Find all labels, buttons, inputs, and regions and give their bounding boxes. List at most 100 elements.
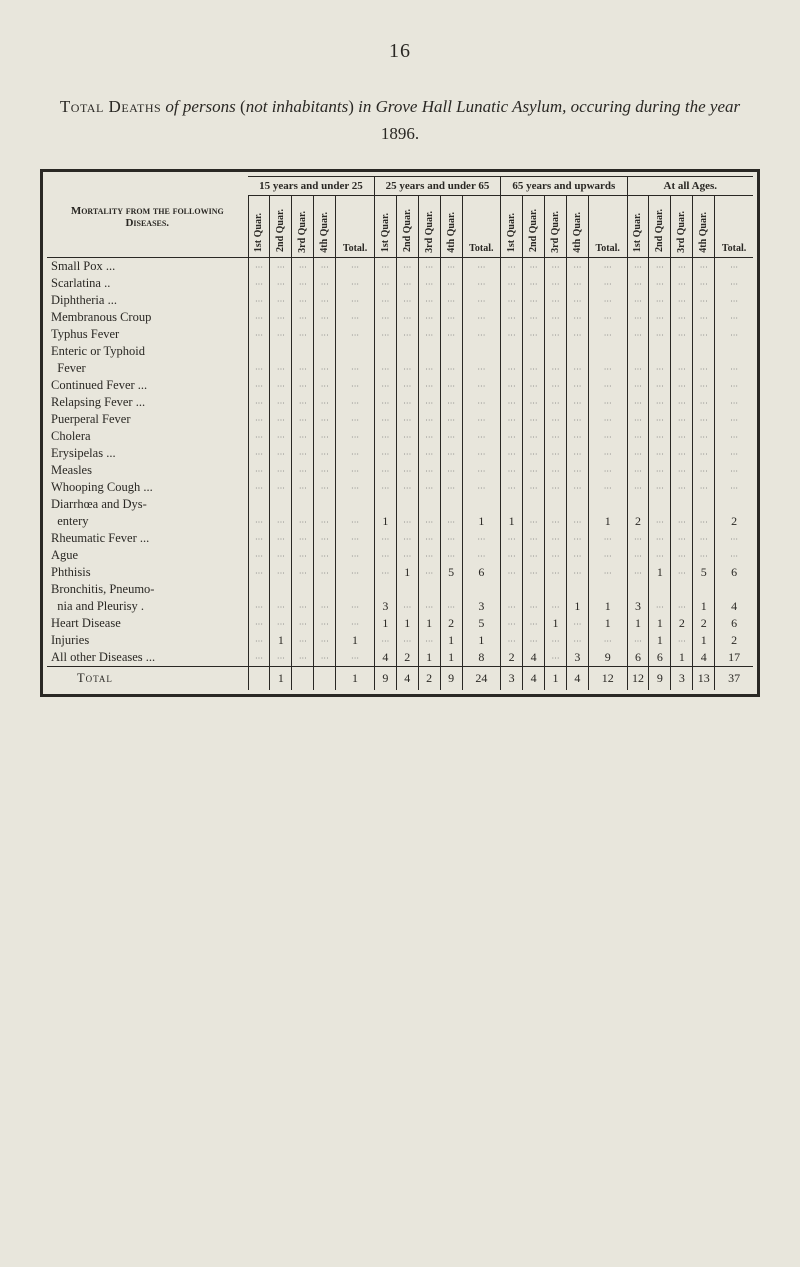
data-cell: ··· [396, 547, 418, 564]
data-cell: ··· [314, 360, 336, 377]
data-cell [336, 343, 375, 360]
data-cell: ··· [627, 292, 649, 309]
data-cell [292, 343, 314, 360]
total-cell [314, 667, 336, 691]
data-cell: ··· [270, 292, 292, 309]
data-cell: ··· [270, 462, 292, 479]
data-cell: 3 [627, 598, 649, 615]
total-cell: 4 [396, 667, 418, 691]
data-cell: 1 [649, 615, 671, 632]
data-cell: ··· [671, 377, 693, 394]
data-cell: ··· [440, 309, 462, 326]
data-cell: ··· [440, 360, 462, 377]
data-cell: ··· [418, 547, 440, 564]
data-cell [523, 343, 545, 360]
data-cell: ··· [440, 547, 462, 564]
data-cell: ··· [523, 360, 545, 377]
data-cell: ··· [248, 292, 270, 309]
data-cell [566, 496, 588, 513]
data-cell: ··· [671, 513, 693, 530]
rotated-label: 3rd Quar. [424, 209, 435, 255]
data-cell: ··· [501, 564, 523, 581]
total-cell: 9 [649, 667, 671, 691]
row-label: Cholera [47, 428, 248, 445]
data-cell: ··· [374, 394, 396, 411]
data-cell: ··· [336, 292, 375, 309]
data-cell: ··· [314, 326, 336, 343]
data-cell: ··· [462, 479, 501, 496]
data-cell: ··· [693, 530, 715, 547]
table-row: Measles·································… [47, 462, 753, 479]
data-cell: ··· [671, 428, 693, 445]
data-cell: ··· [501, 428, 523, 445]
table-row: Continued Fever ...·····················… [47, 377, 753, 394]
data-cell: ··· [545, 479, 567, 496]
data-cell [649, 496, 671, 513]
data-cell: ··· [292, 547, 314, 564]
data-cell: ··· [545, 547, 567, 564]
header-group-1: 25 years and under 65 [374, 177, 500, 196]
data-cell: ··· [693, 462, 715, 479]
data-cell: 1 [671, 649, 693, 667]
data-cell: ··· [566, 479, 588, 496]
data-cell: 2 [715, 632, 753, 649]
data-cell [462, 581, 501, 598]
data-cell: ··· [545, 564, 567, 581]
data-cell: ··· [418, 309, 440, 326]
header-sub-quarter: 4th Quar. [693, 196, 715, 258]
data-cell: 4 [523, 649, 545, 667]
data-cell: ··· [627, 275, 649, 292]
data-cell [314, 581, 336, 598]
data-cell: ··· [693, 275, 715, 292]
data-cell: ··· [336, 462, 375, 479]
data-cell: 6 [715, 564, 753, 581]
data-cell: 1 [588, 615, 627, 632]
data-cell [671, 581, 693, 598]
row-label: Enteric or Typhoid [47, 343, 248, 360]
data-cell: ··· [374, 411, 396, 428]
data-cell: ··· [270, 377, 292, 394]
data-cell: ··· [715, 360, 753, 377]
data-cell: ··· [440, 275, 462, 292]
data-cell: ··· [396, 445, 418, 462]
data-cell: ··· [649, 411, 671, 428]
data-cell: ··· [627, 445, 649, 462]
data-cell: ··· [649, 598, 671, 615]
data-cell: ··· [418, 513, 440, 530]
header-sub-quarter: 2nd Quar. [396, 196, 418, 258]
data-cell: ··· [440, 428, 462, 445]
data-cell: ··· [336, 326, 375, 343]
data-cell: 2 [715, 513, 753, 530]
data-cell [693, 496, 715, 513]
data-cell: ··· [588, 360, 627, 377]
row-label: Measles [47, 462, 248, 479]
data-cell: ··· [374, 326, 396, 343]
data-cell: ··· [649, 326, 671, 343]
data-cell: ··· [336, 513, 375, 530]
data-cell: ··· [649, 275, 671, 292]
table-row: Heart Disease···············11125······1… [47, 615, 753, 632]
data-cell: ··· [374, 275, 396, 292]
rotated-label: 3rd Quar. [297, 209, 308, 255]
total-cell: 12 [588, 667, 627, 691]
data-cell: ··· [270, 479, 292, 496]
title-year: 1896. [381, 124, 419, 143]
data-cell: ··· [440, 445, 462, 462]
table-row: Erysipelas ...··························… [47, 445, 753, 462]
data-cell: ··· [588, 479, 627, 496]
data-cell: ··· [566, 632, 588, 649]
data-cell: ··· [566, 547, 588, 564]
data-cell: 5 [462, 615, 501, 632]
data-cell [292, 496, 314, 513]
data-cell [396, 581, 418, 598]
data-cell: ··· [566, 275, 588, 292]
data-cell: ··· [715, 326, 753, 343]
data-cell: ··· [374, 309, 396, 326]
data-cell: ··· [627, 564, 649, 581]
data-cell: ··· [248, 445, 270, 462]
data-cell: ··· [314, 513, 336, 530]
header-rowlabel: Mortality from the following Diseases. [47, 177, 248, 258]
total-cell: 13 [693, 667, 715, 691]
table-outer-border: Mortality from the following Diseases. 1… [40, 169, 760, 697]
header-sub-quarter: 1st Quar. [501, 196, 523, 258]
